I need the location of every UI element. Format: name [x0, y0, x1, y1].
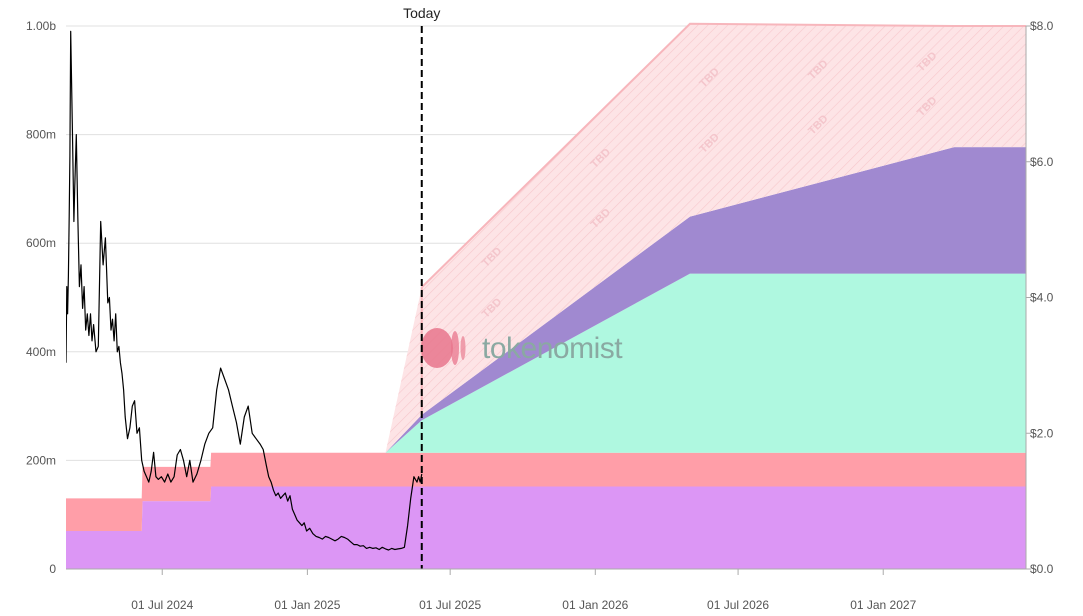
y-left-tick-label: 800m: [26, 128, 56, 142]
y-right-tick-label: $0.0: [1030, 562, 1054, 576]
watermark-text: tokenomist: [482, 332, 623, 365]
y-left-tick-label: 400m: [26, 345, 56, 359]
y-right-tick-label: $6.0: [1030, 155, 1054, 169]
y-right-tick-label: $2.0: [1030, 426, 1054, 440]
tokenomist-logo-icon: [421, 328, 466, 368]
axis-ticks: 0 200m 400m 600m 800m 1.00b $0.0 $2.0 $4.0 $6.0 $8…: [26, 19, 1054, 612]
unlock-area-3: [66, 273, 1026, 499]
unlock-area-1: [66, 486, 1026, 569]
y-left-tick-label: 1.00b: [26, 19, 56, 33]
today-marker: Today: [403, 5, 440, 569]
x-tick-label: 01 Jan 2025: [274, 598, 340, 612]
unlock-area-4: [66, 147, 1026, 499]
x-tick-label: 01 Jan 2026: [562, 598, 628, 612]
today-label: Today: [403, 5, 440, 21]
tbd-hatch: [66, 23, 1026, 499]
x-tick-label: 01 Jan 2027: [850, 598, 916, 612]
unlock-areas: [66, 147, 1026, 569]
x-tick-label: 01 Jul 2024: [131, 598, 193, 612]
tbd-top-line: [421, 22, 1026, 288]
y-right-tick-label: $4.0: [1030, 291, 1054, 305]
price-line-layer: [66, 30, 423, 551]
tokenomist-watermark: tokenomist: [421, 328, 624, 368]
y-left-tick-label: 0: [49, 562, 56, 576]
price-line: [66, 30, 423, 551]
y-right-tick-label: $8.0: [1030, 19, 1054, 33]
y-left-tick-label: 600m: [26, 236, 56, 250]
x-tick-label: 01 Jul 2026: [707, 598, 769, 612]
x-tick-label: 01 Jul 2025: [419, 598, 481, 612]
y-left-tick-label: 200m: [26, 453, 56, 467]
unlock-area-2: [66, 452, 1026, 531]
